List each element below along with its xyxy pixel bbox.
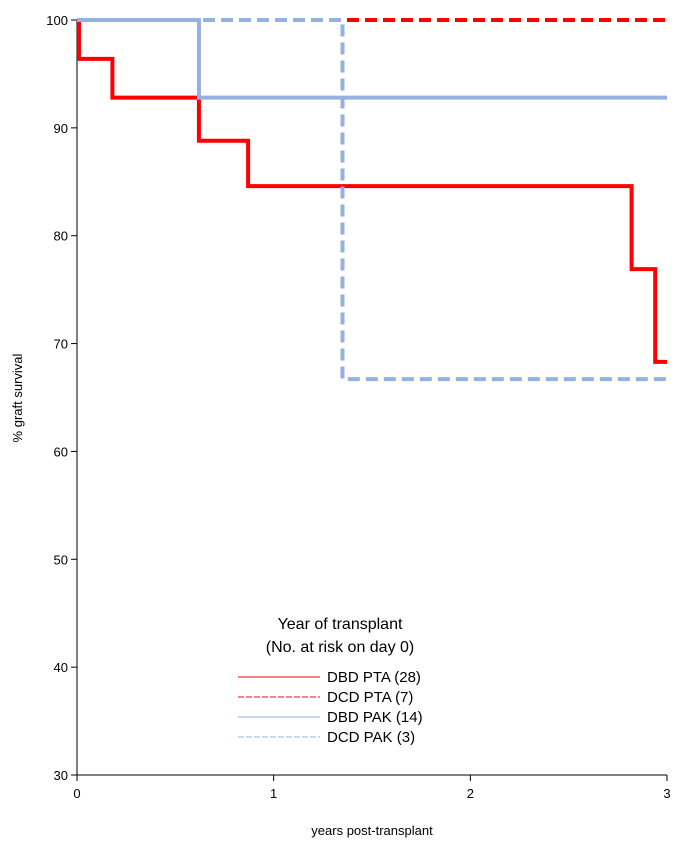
x-axis-title: years post-transplant [311, 823, 433, 838]
series-line-3 [77, 18, 667, 100]
series-line-1 [76, 18, 667, 364]
y-tick-label: 80 [54, 229, 68, 244]
series-line-4 [77, 18, 667, 382]
y-tick-label: 70 [54, 337, 68, 352]
legend-title-line2: (No. at risk on day 0) [266, 639, 415, 656]
x-tick-label: 0 [73, 786, 80, 801]
y-tick-label: 40 [54, 660, 68, 675]
y-tick-label: 60 [54, 444, 68, 459]
y-tick-label: 50 [54, 552, 68, 567]
y-tick-label: 90 [54, 121, 68, 136]
legend-label-4: DCD PAK (3) [327, 729, 415, 746]
legend-label-2: DCD PTA (7) [327, 689, 413, 706]
y-tick-label: 30 [54, 768, 68, 783]
series-lines [76, 18, 667, 382]
legend-label-3: DBD PAK (14) [327, 709, 423, 726]
legend-items: DBD PTA (28) DCD PTA (7) DBD PAK (14) DCD P… [238, 669, 423, 746]
legend-title-line1: Year of transplant [278, 616, 403, 633]
x-tick-label: 1 [270, 786, 277, 801]
legend: Year of transplant (No. at risk on day 0… [238, 616, 423, 746]
x-tick-label: 3 [663, 786, 670, 801]
y-tick-label: 100 [46, 13, 68, 28]
axes: 30 40 50 60 70 80 90 100 0 1 2 3 [46, 13, 670, 801]
x-tick-label: 2 [467, 786, 474, 801]
y-axis-title: % graft survival [10, 353, 25, 442]
legend-label-1: DBD PTA (28) [327, 669, 421, 686]
